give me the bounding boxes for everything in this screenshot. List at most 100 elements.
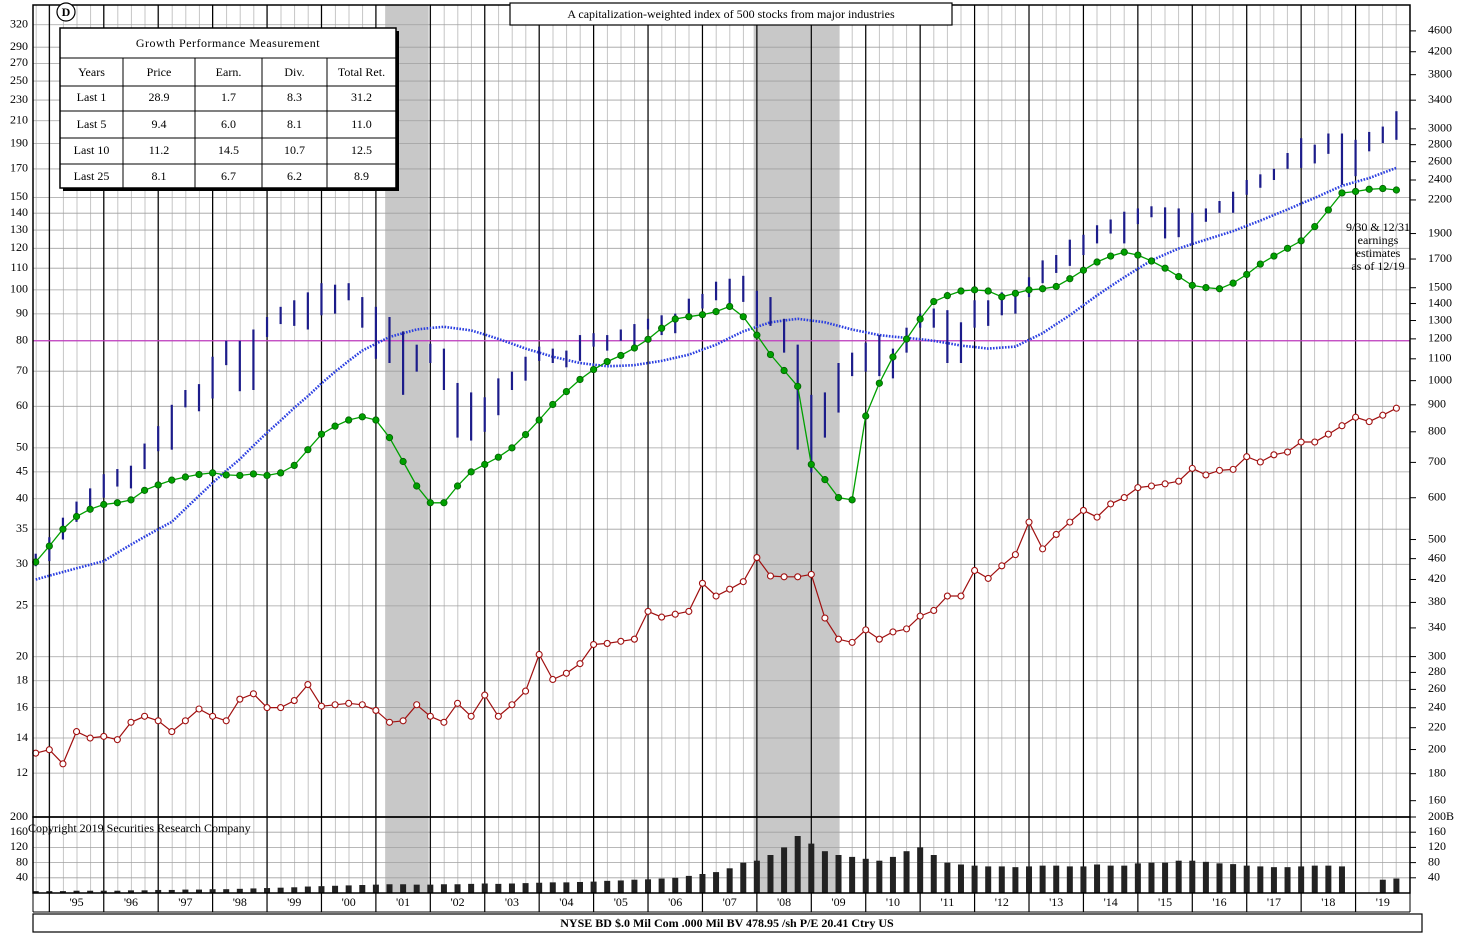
volume-frame [32,816,1411,894]
dividend-point [549,675,557,684]
x-tick-label: '02 [450,895,464,909]
dividend-point [1011,551,1019,559]
title-box [509,2,953,26]
y2-tick-label: 220 [1428,719,1446,733]
dividend-point [426,712,434,720]
earnings-point [345,416,353,424]
volume-bar [400,884,407,893]
volume-bar [1311,865,1318,893]
dividend-point [195,705,203,713]
volume-bar [1393,878,1400,893]
earnings-point [739,313,747,321]
copyright: Copyright 2019 Securities Research Compa… [28,821,251,835]
footer: NYSE BD $.0 Mil Com .000 Mil BV 478.95 /… [560,916,894,930]
earnings-point [1011,289,1020,297]
y-tick-label: 110 [10,260,28,274]
volume-bar [971,865,978,893]
dividend-point [603,639,611,647]
y2-tick-label: 2600 [1428,153,1452,167]
volume-bar [468,883,475,893]
y-tick-label: 150 [10,189,28,203]
volume-bar [1379,879,1386,893]
earnings-point [589,365,598,374]
earnings-point [521,430,530,439]
earnings-point [358,413,366,421]
volume-bar [345,885,352,893]
dividend-point [576,660,584,668]
earnings-point [794,382,802,390]
dividend-point [222,717,230,725]
y2-tick-label: 2400 [1428,172,1452,186]
volume-bar [1066,866,1073,893]
earnings-point [1243,270,1251,279]
logo-ring [56,2,76,22]
volume-bar [1298,866,1305,893]
volume-bar [32,891,39,893]
earnings-point [494,453,502,461]
volume-y2-tick-label: 120 [1428,839,1446,853]
dividend-point [1039,545,1047,553]
dividend-point [889,628,897,636]
volume-bar [672,877,679,893]
x-tick-label: '09 [831,895,845,909]
table-cell: 6.0 [221,117,236,131]
dividend-point [127,718,135,726]
dividend-point [658,613,666,621]
dividend-point [630,635,638,643]
earnings-point [970,286,979,294]
y-tick-label: 18 [16,672,28,686]
earnings-point [562,388,570,396]
y-tick-label: 190 [10,135,28,149]
footer-box [32,913,1423,933]
volume-bar [495,883,502,893]
earnings-point [780,366,788,375]
x-tick-label: '08 [777,895,791,909]
earnings-point [1107,252,1115,260]
y2-tick-label: 340 [1428,620,1446,634]
earnings-point [1392,186,1400,194]
earnings-point [195,470,203,479]
dividend-point [766,572,775,580]
table-cell: 8.3 [287,90,302,104]
dividend-point [1311,438,1319,446]
dividend-point [1352,413,1360,421]
dividend-point [290,697,298,705]
earnings-point [209,469,217,477]
earnings-point [1351,187,1360,196]
earnings-point [1134,251,1142,259]
volume-bar [1148,862,1155,893]
y2-tick-label: 1200 [1428,331,1452,345]
volume-bar [645,879,652,893]
earnings-point [1215,285,1224,293]
volume-bar [1243,865,1250,893]
earnings-point [181,473,189,481]
earnings-point [834,493,843,502]
volume-bar [1107,865,1114,893]
dividend-point [807,570,815,578]
dividend-point [1107,500,1115,508]
volume-bar [318,886,325,893]
y2-tick-label: 1000 [1428,372,1452,386]
table-header: Price [147,65,172,79]
volume-bar [168,889,175,893]
volume-y2-tick-label: 200B [1428,809,1454,823]
y2-tick-label: 420 [1428,571,1446,585]
table-header: Total Ret. [338,65,385,79]
volume-bar [440,884,447,893]
earnings-point [549,400,557,409]
earnings-point [1079,266,1088,274]
dividend-point [821,614,829,622]
x-tick-label: '95 [69,895,83,909]
earnings-point [113,499,121,507]
dividend-point [1147,482,1156,490]
volume-bar [59,891,66,893]
volume-bar [604,880,611,893]
table-cell: 31.2 [351,90,372,104]
y-tick-label: 16 [16,699,28,713]
y-tick-label: 170 [10,161,28,175]
earnings-point [1297,237,1305,245]
dividend-point [780,573,788,581]
dividend-point [1379,411,1387,419]
earnings-point [943,292,951,300]
